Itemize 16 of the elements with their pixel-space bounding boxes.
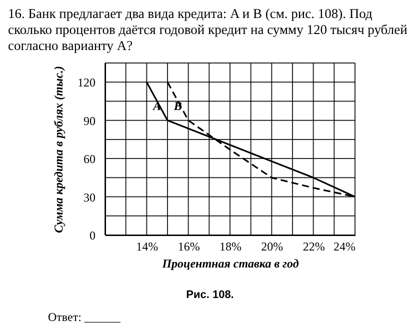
x-tick-label: 22% <box>302 240 325 254</box>
text: Ответ: ______ <box>48 309 122 325</box>
x-tick-label: 20% <box>261 240 284 254</box>
x-tick-label: 18% <box>220 240 242 254</box>
x-axis-title: Процентная ставка в год <box>161 256 299 270</box>
y-axis-title: Сумма кредита в рублях (тыс.) <box>52 66 66 234</box>
y-tick-label: 30 <box>84 190 96 204</box>
y-tick-label: 90 <box>84 114 96 128</box>
y-tick-label: 120 <box>78 76 96 90</box>
x-tick-label: 14% <box>136 240 158 254</box>
y-tick-label: 60 <box>84 152 96 166</box>
text: Рис. 108. <box>185 288 235 303</box>
x-tick-label: 24% <box>334 240 356 254</box>
x-tick-label: 16% <box>178 240 200 254</box>
y-tick-label: 0 <box>90 228 96 242</box>
chart-title: 16. Банк предлагает два вида кредита: A и B (см. рис. 108). Под сколько процентов даётся годовой кредит на сумму 120 тысяч рублей согласно варианту A? <box>8 6 408 54</box>
